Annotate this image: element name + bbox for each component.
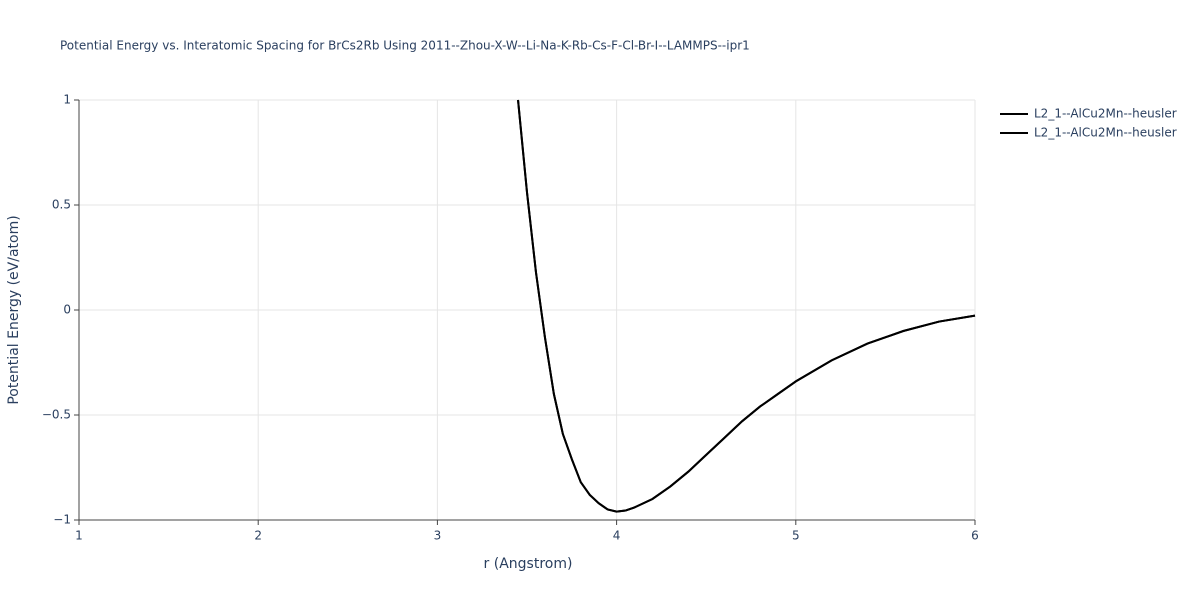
y-axis-title: Potential Energy (eV/atom) (6, 215, 22, 404)
y-tick-label: −0.5 (42, 408, 71, 422)
x-tick-label: 6 (971, 529, 979, 543)
x-tick-label: 2 (254, 529, 262, 543)
x-axis-title: r (Angstrom) (484, 556, 573, 572)
x-tick-label: 5 (792, 529, 800, 543)
legend-label: L2_1--AlCu2Mn--heusler (1034, 107, 1177, 121)
chart-title: Potential Energy vs. Interatomic Spacing… (60, 39, 750, 53)
y-tick-label: −1 (53, 513, 71, 527)
y-tick-label: 1 (63, 93, 71, 107)
y-tick-label: 0 (63, 303, 71, 317)
legend-label: L2_1--AlCu2Mn--heusler (1034, 126, 1177, 140)
x-tick-label: 1 (75, 529, 83, 543)
x-tick-label: 4 (613, 529, 621, 543)
data-line (517, 99, 976, 513)
y-tick-label: 0.5 (52, 198, 71, 212)
x-tick-label: 3 (434, 529, 442, 543)
